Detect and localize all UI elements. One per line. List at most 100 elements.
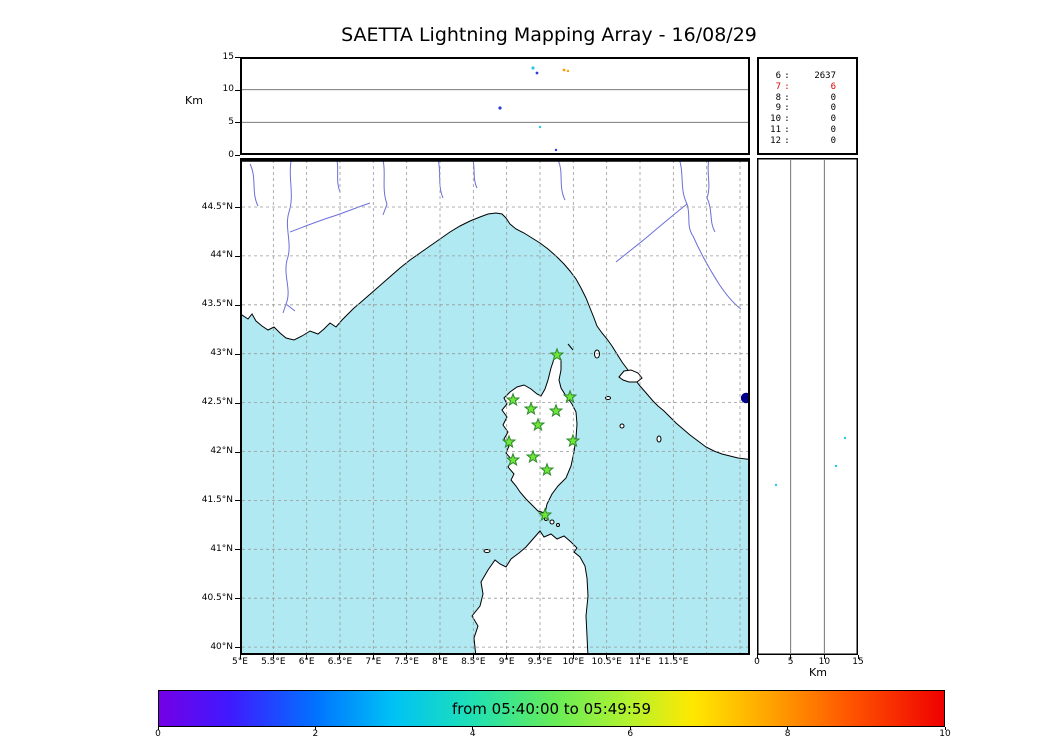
- lma-stations: [501, 347, 581, 522]
- stats-row: 7: 6: [763, 82, 836, 93]
- stats-value: 0: [830, 135, 836, 146]
- latitude-tick-label: 40°N: [210, 641, 233, 652]
- alt-lon-canvas: [240, 57, 750, 155]
- tick-mark: [235, 402, 240, 404]
- latitude-tick-label: 41.5°N: [201, 494, 233, 505]
- source-point: [554, 148, 558, 152]
- montecristo-island: [619, 423, 625, 429]
- page-title: SAETTA Lightning Mapping Array - 16/08/2…: [341, 24, 757, 46]
- corsica: [501, 353, 578, 514]
- altitude-axis-label-top: Km: [185, 94, 203, 107]
- station-star: [501, 434, 517, 449]
- alt-grid: [242, 89, 748, 123]
- station-star: [539, 462, 555, 477]
- tick-mark: [235, 549, 240, 551]
- colorbar-label: from 05:40:00 to 05:49:59: [451, 699, 651, 718]
- stats-colon: :: [784, 81, 790, 92]
- station-star: [562, 389, 578, 404]
- stats-row: 9: 0: [763, 103, 836, 114]
- alt-lat-panel: [757, 158, 858, 655]
- station-star: [523, 401, 539, 416]
- vhf-source-dot: [740, 392, 748, 404]
- longitude-tick-label: 6.5°E: [327, 657, 353, 667]
- stats-key: 8: [775, 92, 781, 103]
- tick-mark: [606, 655, 608, 659]
- stats-key: 12: [770, 135, 781, 146]
- tick-mark: [472, 727, 474, 730]
- longitude-tick-label: 11.5°E: [658, 657, 689, 667]
- longitude-tick-label: 5.5°E: [261, 657, 286, 667]
- tick-mark: [235, 500, 240, 502]
- source-point: [843, 436, 847, 440]
- tick-mark: [406, 655, 408, 659]
- alt-lat-points: [774, 436, 847, 487]
- latitude-tick-label: 44°N: [210, 250, 233, 261]
- mainland-coast: [242, 160, 748, 460]
- tick-mark: [235, 304, 240, 306]
- tick-mark: [235, 598, 240, 600]
- map-panel: [240, 158, 750, 655]
- altitude-tick-label: 10: [818, 657, 831, 667]
- maddalena-island: [556, 523, 560, 527]
- longitude-tick-label: 8°E: [432, 657, 448, 667]
- alt-lon-panel: [240, 57, 750, 155]
- longitude-tick-label: 6°E: [298, 657, 315, 667]
- tick-mark: [857, 655, 859, 659]
- colorbar-tick-label: 6: [627, 729, 634, 739]
- tick-mark: [639, 655, 641, 659]
- stats-key: 10: [770, 114, 781, 125]
- tick-mark: [372, 655, 374, 659]
- source-point: [498, 106, 502, 110]
- altitude-axis-label-bottom: Km: [809, 666, 827, 679]
- tick-mark: [439, 655, 441, 659]
- tick-mark: [672, 655, 674, 659]
- alt-lat-canvas: [757, 158, 858, 655]
- tick-mark: [339, 655, 341, 659]
- stats-row: 8: 0: [763, 93, 836, 104]
- latitude-tick-label: 44.5°N: [201, 201, 233, 212]
- tick-mark: [235, 122, 240, 124]
- longitude-tick-label: 7.5°E: [394, 657, 419, 667]
- tick-mark: [235, 57, 240, 58]
- elba-island: [618, 369, 643, 383]
- alt-grid: [790, 160, 825, 653]
- altitude-tick-label: 15: [222, 51, 234, 62]
- stats-value: 0: [830, 103, 836, 114]
- tick-mark: [235, 353, 240, 355]
- source-point: [535, 71, 539, 75]
- station-star: [525, 449, 541, 464]
- latitude-tick-label: 42°N: [210, 446, 233, 456]
- stats-colon: :: [784, 92, 790, 103]
- tick-mark: [539, 655, 541, 659]
- tick-mark: [235, 647, 240, 649]
- colorbar-tick-label: 10: [939, 729, 951, 739]
- stats-row: 6: 2637: [763, 71, 836, 82]
- pianosa-island: [605, 396, 611, 400]
- stats-row: 12: 0: [763, 136, 836, 147]
- stats-colon: :: [784, 114, 790, 125]
- tick-mark: [572, 655, 574, 659]
- asinara-island: [483, 549, 491, 553]
- colorbar-tick-label: 4: [469, 729, 476, 739]
- longitude-tick-label: 8.5°E: [461, 657, 486, 667]
- map-grid: [242, 160, 748, 653]
- latitude-tick-label: 43.5°N: [201, 299, 233, 310]
- station-star: [549, 347, 565, 362]
- stats-colon: :: [784, 124, 790, 135]
- tick-mark: [235, 89, 240, 91]
- longitude-tick-label: 10.5°E: [591, 657, 622, 667]
- tick-mark: [235, 155, 240, 156]
- station-star: [537, 507, 553, 522]
- colorbar-tick-label: 2: [312, 729, 319, 739]
- rivers: [249, 160, 742, 314]
- tick-mark: [790, 655, 792, 659]
- stats-value: 6: [830, 81, 836, 92]
- sardinia: [471, 530, 589, 653]
- latitude-tick-label: 42.5°N: [201, 397, 233, 408]
- altitude-tick-label: 0: [228, 149, 234, 160]
- maddalena-island: [549, 519, 555, 525]
- tick-mark: [506, 655, 508, 659]
- stats-key: 9: [775, 103, 781, 114]
- stats-key: 6: [775, 71, 781, 81]
